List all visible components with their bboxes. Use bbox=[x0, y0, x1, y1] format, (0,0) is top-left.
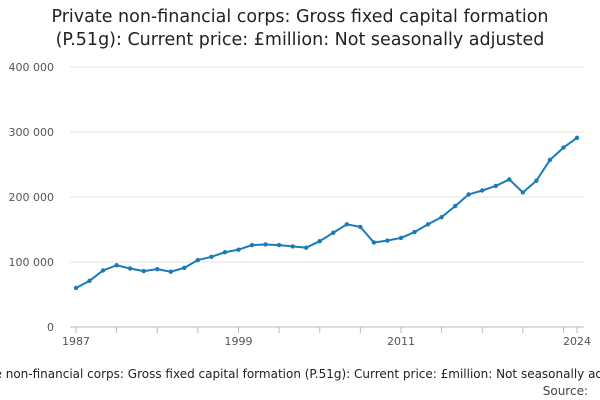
data-point[interactable] bbox=[371, 240, 377, 245]
data-point[interactable] bbox=[276, 242, 282, 248]
x-tick-label: 2024 bbox=[563, 335, 591, 348]
data-point[interactable] bbox=[249, 242, 255, 248]
data-point[interactable] bbox=[263, 242, 268, 247]
data-point[interactable] bbox=[303, 245, 309, 250]
series-line bbox=[75, 137, 578, 289]
data-point[interactable] bbox=[480, 188, 485, 193]
data-point[interactable] bbox=[466, 192, 471, 197]
data-point[interactable] bbox=[114, 263, 119, 268]
data-point[interactable] bbox=[561, 145, 566, 150]
legend-entry: Private non-financial corps: Gross fixed… bbox=[0, 367, 600, 381]
y-tick-label: 100 000 bbox=[9, 256, 55, 269]
chart-title: Private non-financial corps: Gross fixed… bbox=[51, 7, 549, 50]
data-point[interactable] bbox=[398, 235, 404, 241]
x-tick-label: 1999 bbox=[224, 335, 252, 348]
y-tick-label: 300 000 bbox=[9, 126, 55, 139]
data-point[interactable] bbox=[236, 247, 241, 252]
data-point[interactable] bbox=[385, 238, 390, 243]
x-axis bbox=[70, 326, 584, 333]
data-point[interactable] bbox=[87, 278, 92, 284]
data-point[interactable] bbox=[493, 183, 498, 189]
y-tick-label: 400 000 bbox=[9, 61, 55, 74]
data-point[interactable] bbox=[520, 190, 526, 195]
data-point[interactable] bbox=[182, 265, 187, 271]
data-point[interactable] bbox=[547, 157, 553, 163]
data-point[interactable] bbox=[222, 250, 228, 255]
data-point[interactable] bbox=[507, 177, 512, 182]
x-tick-label: 1987 bbox=[62, 335, 90, 348]
data-point[interactable] bbox=[412, 229, 417, 235]
y-axis-labels: 0 100 000 200 000 300 000 400 000 bbox=[9, 61, 55, 334]
data-point[interactable] bbox=[168, 269, 173, 274]
data-point[interactable] bbox=[290, 244, 295, 249]
data-point[interactable] bbox=[344, 222, 350, 227]
data-point[interactable] bbox=[317, 239, 322, 244]
data-point[interactable] bbox=[195, 257, 201, 263]
data-point[interactable] bbox=[100, 268, 106, 273]
source-label: Source: bbox=[543, 384, 588, 398]
data-point[interactable] bbox=[358, 224, 363, 230]
data-point[interactable] bbox=[574, 135, 580, 141]
y-tick-label: 0 bbox=[47, 321, 54, 334]
data-point[interactable] bbox=[73, 285, 79, 291]
data-point[interactable] bbox=[439, 214, 444, 220]
data-point[interactable] bbox=[155, 266, 160, 272]
data-point[interactable] bbox=[141, 268, 146, 274]
data-point[interactable] bbox=[452, 203, 458, 209]
data-point[interactable] bbox=[331, 230, 336, 235]
data-point[interactable] bbox=[209, 254, 214, 259]
y-tick-label: 200 000 bbox=[9, 191, 55, 204]
data-point[interactable] bbox=[534, 178, 539, 183]
x-tick-label: 2011 bbox=[387, 335, 415, 348]
data-point[interactable] bbox=[127, 266, 133, 271]
series-layer bbox=[73, 135, 580, 291]
x-axis-labels: 1987 1999 2011 2024 bbox=[62, 335, 591, 348]
data-point[interactable] bbox=[425, 222, 431, 227]
grid-lines bbox=[70, 66, 584, 263]
